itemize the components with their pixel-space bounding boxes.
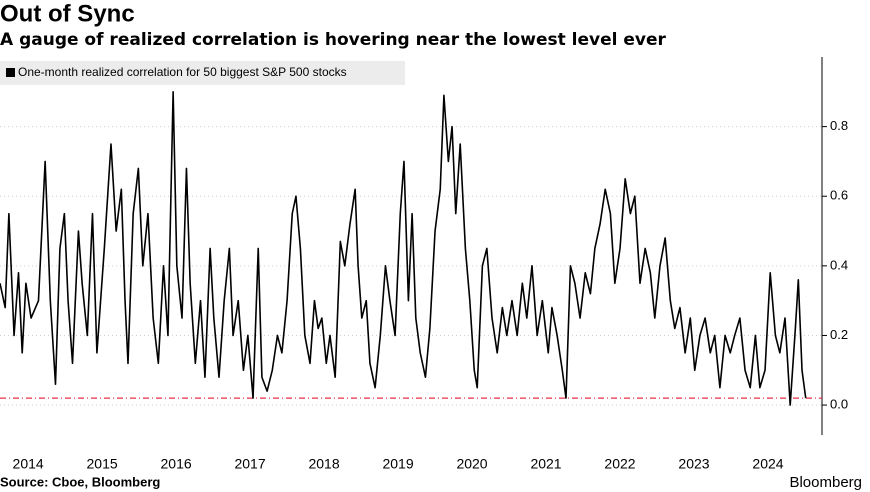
x-tick-label: 2014 <box>13 456 44 472</box>
y-tick-label: 0.2 <box>830 327 848 342</box>
x-tick-label: 2023 <box>678 456 709 472</box>
legend-box <box>0 61 405 85</box>
chart-title: Out of Sync <box>0 0 135 27</box>
brand: Bloomberg <box>789 474 862 491</box>
chart-subtitle: A gauge of realized correlation is hover… <box>0 30 666 50</box>
x-tick-label: 2019 <box>382 456 413 472</box>
y-tick-label: 0.8 <box>830 118 848 133</box>
legend-label: One-month realized correlation for 50 bi… <box>18 65 347 79</box>
source-note: Source: Cboe, Bloomberg <box>0 474 160 489</box>
series-line <box>0 91 807 406</box>
x-tick-label: 2015 <box>87 456 118 472</box>
x-tick-label: 2016 <box>161 456 192 472</box>
x-tick-label: 2022 <box>604 456 635 472</box>
y-tick-label: 0.0 <box>830 397 848 412</box>
legend-swatch <box>6 68 15 77</box>
x-tick-label: 2024 <box>752 456 783 472</box>
x-tick-label: 2018 <box>308 456 339 472</box>
y-tick-label: 0.4 <box>830 257 848 272</box>
x-tick-label: 2017 <box>234 456 265 472</box>
x-tick-label: 2020 <box>456 456 487 472</box>
x-tick-label: 2021 <box>530 456 561 472</box>
y-tick-label: 0.6 <box>830 188 848 203</box>
